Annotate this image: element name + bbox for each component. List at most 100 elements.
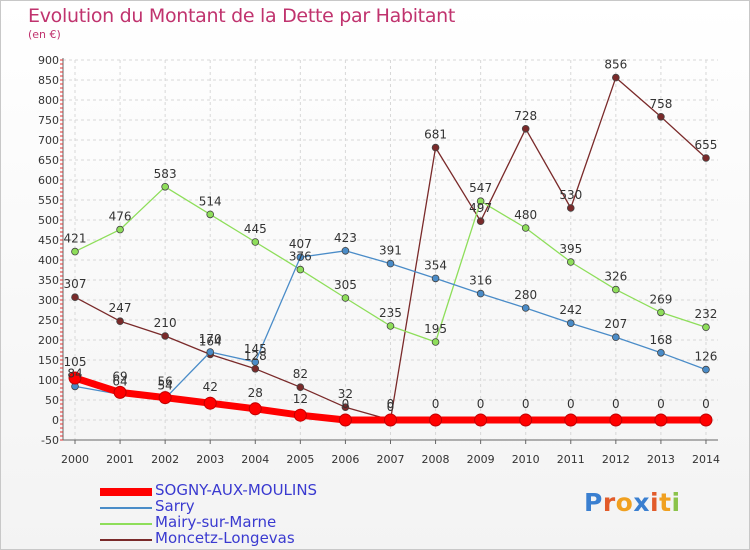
data-label: 0	[387, 397, 395, 411]
data-point	[71, 293, 79, 302]
data-label: 0	[477, 397, 485, 411]
data-label: 84	[67, 366, 82, 380]
data-point	[521, 304, 530, 312]
logo-letter: o	[615, 488, 634, 517]
y-tick-label: 900	[38, 54, 59, 67]
x-tick-label: 2005	[286, 453, 314, 466]
data-point	[386, 259, 395, 268]
legend-label: Moncetz-Longevas	[155, 529, 295, 547]
data-point	[476, 197, 485, 206]
data-label: 547	[469, 181, 492, 195]
x-tick-label: 2007	[376, 453, 404, 466]
data-label: 280	[514, 288, 537, 302]
x-tick-label: 2011	[557, 453, 585, 466]
data-label: 235	[379, 306, 402, 320]
data-label: 530	[559, 188, 582, 202]
y-tick-label: 600	[38, 174, 59, 187]
data-label: 168	[649, 333, 672, 347]
data-point	[296, 383, 305, 392]
data-point	[699, 413, 713, 427]
y-tick-label: 450	[38, 234, 59, 247]
data-label: 54	[157, 378, 172, 392]
data-label: 0	[567, 397, 575, 411]
x-tick-label: 2006	[331, 453, 359, 466]
data-point	[341, 294, 350, 302]
logo-letter: i	[671, 488, 681, 517]
data-label: 207	[604, 317, 627, 331]
logo-letter: i	[650, 488, 660, 517]
legend-swatch	[100, 507, 152, 509]
data-label: 391	[379, 244, 402, 258]
data-point	[68, 371, 82, 385]
y-tick-label: 250	[38, 314, 59, 327]
data-point	[293, 408, 307, 422]
data-point	[609, 413, 623, 427]
data-label: 28	[248, 386, 263, 400]
legend-label: Sarry	[155, 497, 195, 515]
legend-swatch	[100, 523, 152, 525]
data-point	[296, 265, 305, 274]
data-point	[474, 413, 488, 427]
data-label: 126	[695, 350, 718, 364]
x-tick-label: 2012	[602, 453, 630, 466]
data-label: 0	[432, 397, 440, 411]
chart-title: Evolution du Montant de la Dette par Hab…	[28, 5, 456, 27]
x-tick-label: 2014	[692, 453, 720, 466]
data-label: 170	[199, 332, 222, 346]
data-point	[161, 332, 169, 340]
data-label: 195	[424, 322, 447, 336]
data-point	[657, 348, 665, 357]
data-point	[431, 338, 440, 346]
data-label: 514	[199, 194, 222, 208]
x-tick-label: 2008	[422, 453, 450, 466]
data-point	[566, 258, 575, 266]
data-point	[251, 358, 260, 366]
data-point	[612, 285, 620, 294]
data-label: 423	[334, 231, 357, 245]
data-label: 82	[293, 367, 308, 381]
data-point	[476, 217, 485, 226]
data-point	[702, 365, 710, 374]
data-point	[341, 247, 350, 255]
data-labels-sogny-aux-moulins: 105 69 56 42 28 12 0 0 0 0 0 0 0 0 0	[64, 355, 710, 411]
x-tick-label: 2001	[106, 453, 134, 466]
y-tick-label: 150	[38, 354, 59, 367]
data-label: 64	[112, 374, 127, 388]
data-label: 395	[559, 242, 582, 256]
data-point	[161, 183, 169, 191]
data-point	[206, 210, 215, 219]
x-tick-label: 2004	[241, 453, 269, 466]
legend-label: SOGNY-AUX-MOULINS	[155, 481, 318, 499]
logo-letter: x	[633, 488, 650, 517]
legend-swatch	[100, 539, 152, 541]
data-point	[251, 238, 260, 246]
data-label: 407	[289, 237, 312, 251]
data-label: 210	[154, 316, 177, 330]
data-point	[654, 413, 668, 427]
data-label: 376	[289, 250, 312, 264]
data-label: 307	[64, 277, 87, 291]
data-label: 421	[64, 232, 87, 246]
data-label: 0	[342, 397, 350, 411]
data-point	[116, 225, 124, 234]
data-labels-sarry: 84 64 54 170 145 407 423 391 354 316 280 242 207 168 1…	[67, 231, 717, 393]
y-tick-label: 750	[38, 114, 59, 127]
data-label: 164	[199, 334, 222, 348]
logo-letter: t	[659, 488, 672, 517]
data-labels-moncetz-longevas: 3072472101641288232068149772853085675865…	[64, 58, 718, 414]
data-label: 681	[424, 128, 447, 142]
y-tick-label: 550	[38, 194, 59, 207]
data-label: 242	[559, 303, 582, 317]
data-label: 232	[695, 307, 718, 321]
data-label: 305	[334, 278, 357, 292]
y-tick-label: 500	[38, 214, 59, 227]
x-tick-label: 2000	[61, 453, 89, 466]
data-point	[383, 413, 397, 427]
data-labels-mairy-sur-marne: 421 476 583 514 445 376 305 235 195 547 480 395 326 2…	[64, 167, 718, 336]
data-label: 247	[109, 301, 132, 315]
data-point	[521, 125, 530, 133]
data-point	[566, 319, 575, 328]
data-point	[338, 413, 352, 427]
data-label: 0	[522, 397, 530, 411]
data-label: 0	[612, 397, 620, 411]
